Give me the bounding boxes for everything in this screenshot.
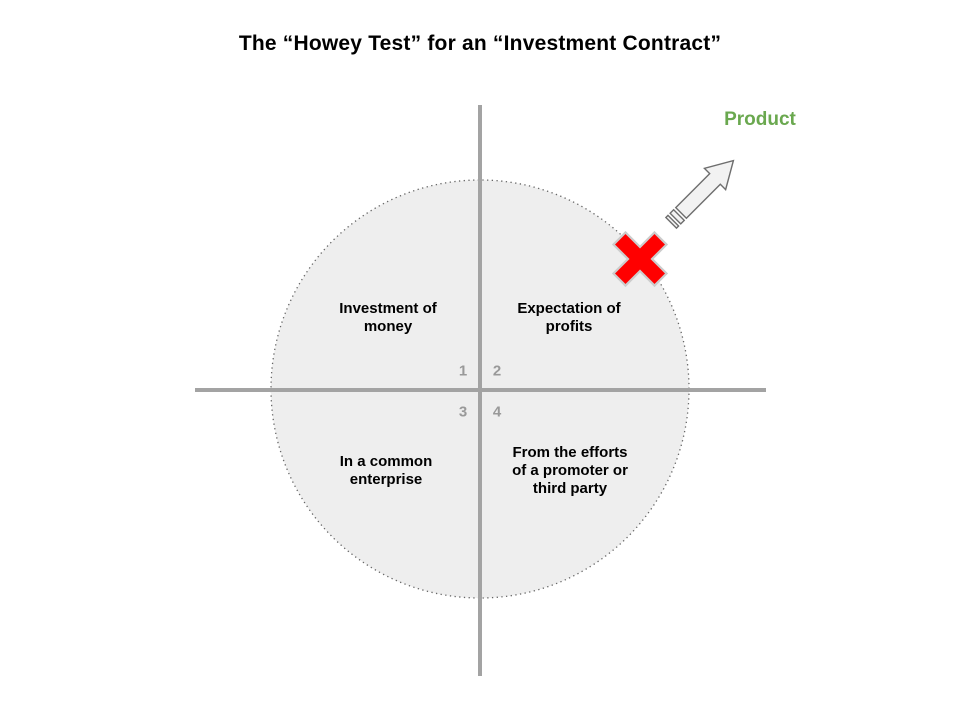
quadrant-1-label: Investment of money <box>339 300 437 335</box>
quadrant-3-number: 3 <box>458 403 468 421</box>
red-x-icon <box>611 230 669 288</box>
quadrant-1-number: 1 <box>458 362 468 380</box>
quadrant-4-label: From the efforts of a promoter or third … <box>512 444 628 497</box>
page-title: The “Howey Test” for an “Investment Cont… <box>238 32 722 55</box>
quadrant-2-label: Expectation of profits <box>517 300 621 335</box>
product-label: Product <box>724 109 796 130</box>
quadrant-2-number: 2 <box>492 362 502 380</box>
product-arrow-icon <box>664 159 735 230</box>
quadrant-3-label: In a common enterprise <box>339 453 433 488</box>
quadrant-4-number: 4 <box>492 403 502 421</box>
